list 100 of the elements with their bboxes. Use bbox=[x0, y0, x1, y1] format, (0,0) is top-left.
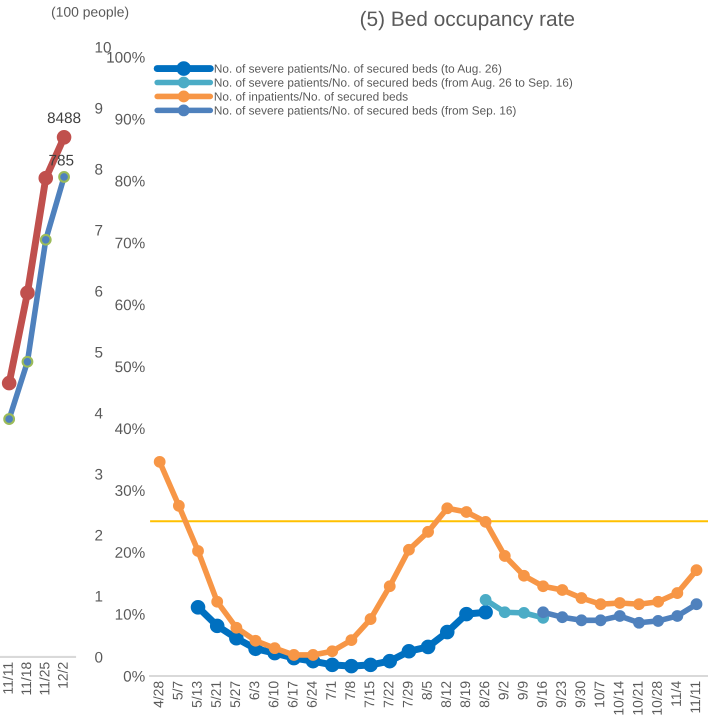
chart-title: (5) Bed occupancy rate bbox=[360, 10, 574, 30]
point bbox=[480, 516, 492, 528]
x-tick-label: 4/28 bbox=[153, 681, 164, 708]
legend-label: No. of severe patients/No. of secured beds (from Sep. 16) bbox=[214, 106, 516, 117]
point bbox=[230, 622, 242, 634]
y-tick-label: 100% bbox=[107, 52, 145, 63]
y2-tick-label: 10 bbox=[96, 42, 111, 53]
point bbox=[518, 570, 530, 582]
legend-label: No. of severe patients/No. of secured beds (to Aug. 26) bbox=[214, 64, 502, 76]
point bbox=[3, 413, 16, 425]
legend-label: No. of inpatients/No. of secured beds bbox=[214, 92, 408, 104]
point bbox=[56, 130, 72, 145]
x-tick-label: 11/25 bbox=[39, 662, 50, 695]
y-tick-label: 20% bbox=[115, 547, 145, 558]
x-tick-label: 7/8 bbox=[344, 681, 356, 700]
x-tick-label: 5/21 bbox=[210, 682, 221, 708]
x-tick-label: 7/22 bbox=[383, 682, 394, 708]
y2-tick-label: 3 bbox=[95, 468, 102, 480]
point bbox=[363, 658, 378, 672]
x-tick-label: 5/13 bbox=[192, 681, 202, 708]
y-tick-label: 30% bbox=[115, 485, 145, 496]
x-tick-label: 7/15 bbox=[364, 681, 374, 708]
point bbox=[402, 644, 416, 659]
point bbox=[364, 613, 376, 625]
point bbox=[22, 356, 34, 368]
point bbox=[154, 456, 166, 468]
x-tick-label: 6/24 bbox=[306, 681, 317, 708]
y2-tick-label: 0 bbox=[95, 652, 102, 663]
y2-tick-label: 5 bbox=[95, 347, 102, 358]
x-tick-label: 6/10 bbox=[268, 681, 278, 708]
point bbox=[480, 594, 492, 606]
y-tick-label: 50% bbox=[115, 361, 145, 372]
x-tick-label: 9/23 bbox=[556, 681, 566, 708]
point bbox=[671, 610, 684, 622]
x-tick-label: 9/9 bbox=[517, 682, 528, 700]
y2-tick-label: 1 bbox=[96, 591, 102, 602]
x-tick-label: 9/30 bbox=[574, 681, 586, 708]
point bbox=[172, 500, 185, 512]
y2-tick-label: 2 bbox=[95, 530, 102, 541]
point bbox=[537, 606, 550, 618]
point bbox=[556, 584, 568, 596]
x-tick-label: 11/18 bbox=[20, 662, 32, 695]
x-tick-label: 11/11 bbox=[690, 682, 700, 713]
point bbox=[614, 610, 626, 622]
point bbox=[403, 544, 415, 556]
point bbox=[211, 596, 224, 608]
x-tick-label: 6/17 bbox=[287, 682, 298, 708]
point bbox=[58, 171, 70, 183]
point bbox=[690, 598, 702, 610]
point bbox=[671, 587, 684, 599]
x-tick-label: 10/21 bbox=[632, 682, 643, 715]
point bbox=[420, 640, 436, 654]
x-tick-label: 9/2 bbox=[498, 682, 509, 700]
point bbox=[594, 598, 607, 610]
x-tick-label: 11/4 bbox=[670, 681, 682, 706]
x-tick-label: 10/7 bbox=[594, 682, 604, 707]
point bbox=[250, 634, 262, 647]
point bbox=[382, 654, 398, 668]
y-tick-label: 0% bbox=[124, 670, 145, 682]
y2-tick-label: 9 bbox=[95, 102, 102, 114]
point bbox=[633, 616, 645, 629]
point bbox=[326, 645, 338, 658]
x-tick-label: 7/1 bbox=[326, 682, 336, 700]
x-tick-label: 11/11 bbox=[2, 662, 13, 694]
x-tick-label: 10/14 bbox=[613, 681, 624, 715]
point bbox=[498, 550, 511, 562]
y-tick-label: 60% bbox=[115, 299, 145, 310]
point bbox=[652, 596, 664, 608]
point bbox=[594, 614, 607, 626]
x-tick-label: 12/2 bbox=[58, 662, 68, 688]
point bbox=[478, 604, 493, 620]
point bbox=[422, 526, 434, 538]
point bbox=[460, 506, 472, 518]
x-tick-label: 8/5 bbox=[422, 681, 432, 700]
x-tick-label: 8/26 bbox=[479, 681, 490, 708]
point bbox=[2, 376, 16, 390]
y-tick-label: 90% bbox=[115, 114, 145, 125]
point bbox=[459, 606, 474, 622]
point bbox=[268, 642, 281, 654]
point bbox=[576, 592, 588, 604]
point bbox=[288, 649, 300, 661]
annotation: 8488 bbox=[48, 112, 80, 124]
x-tick-label: 8/12 bbox=[440, 682, 451, 708]
point bbox=[518, 606, 530, 619]
point bbox=[40, 234, 52, 246]
point bbox=[440, 624, 455, 640]
y-tick-label: 70% bbox=[115, 238, 145, 248]
point bbox=[190, 600, 206, 615]
x-tick-label: 10/28 bbox=[652, 681, 662, 715]
point bbox=[576, 614, 588, 626]
x-tick-label: 6/3 bbox=[249, 681, 260, 700]
point bbox=[38, 170, 54, 186]
y-tick-label: 40% bbox=[115, 423, 145, 434]
point bbox=[441, 502, 454, 514]
x-tick-label: 7/29 bbox=[402, 682, 413, 708]
point bbox=[345, 634, 358, 646]
y-tick-label: 10% bbox=[116, 608, 145, 620]
y2-tick-label: 8 bbox=[95, 164, 102, 175]
point bbox=[652, 615, 664, 627]
x-tick-label: 9/16 bbox=[536, 681, 547, 708]
